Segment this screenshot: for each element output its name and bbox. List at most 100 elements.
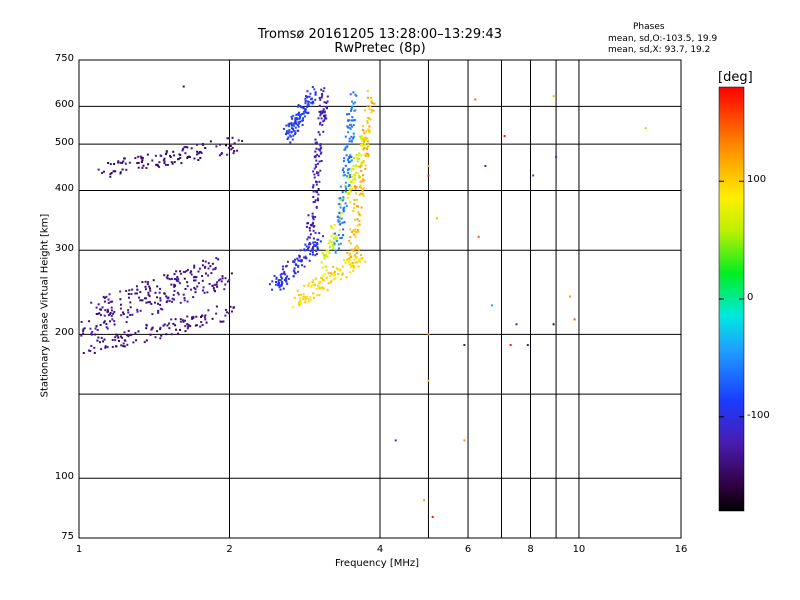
data-point bbox=[112, 313, 114, 315]
data-point bbox=[371, 99, 373, 101]
data-point bbox=[312, 101, 314, 103]
data-point bbox=[213, 287, 215, 289]
data-point bbox=[314, 177, 316, 179]
data-point bbox=[349, 259, 351, 261]
data-point bbox=[332, 244, 334, 246]
data-point bbox=[317, 163, 319, 165]
data-point bbox=[226, 154, 228, 156]
data-point bbox=[111, 172, 113, 174]
data-point bbox=[233, 307, 235, 309]
data-point bbox=[145, 327, 147, 329]
data-point bbox=[371, 102, 373, 104]
data-point bbox=[137, 162, 139, 164]
data-point bbox=[312, 247, 314, 249]
data-point bbox=[358, 158, 360, 160]
data-point bbox=[123, 343, 125, 345]
data-point bbox=[197, 159, 199, 161]
data-point bbox=[312, 86, 314, 88]
data-point bbox=[169, 278, 171, 280]
data-point bbox=[131, 314, 133, 316]
data-point bbox=[295, 114, 297, 116]
data-point bbox=[89, 328, 91, 330]
data-point bbox=[302, 117, 304, 119]
data-point bbox=[361, 144, 363, 146]
data-point bbox=[350, 181, 352, 183]
data-point bbox=[146, 339, 148, 341]
y-tick-label: 100 bbox=[46, 471, 74, 482]
data-point bbox=[321, 95, 323, 97]
data-point bbox=[185, 288, 187, 290]
data-point bbox=[342, 167, 344, 169]
data-point bbox=[164, 160, 166, 162]
data-point bbox=[348, 184, 350, 186]
data-point bbox=[361, 135, 363, 137]
data-point bbox=[185, 330, 187, 332]
data-point bbox=[316, 184, 318, 186]
data-point bbox=[362, 174, 364, 176]
data-point bbox=[350, 124, 352, 126]
data-point bbox=[295, 127, 297, 129]
data-point bbox=[109, 293, 111, 295]
data-point bbox=[353, 157, 355, 159]
data-point bbox=[90, 345, 92, 347]
data-point bbox=[214, 290, 216, 292]
data-point bbox=[351, 106, 353, 108]
data-point bbox=[363, 179, 365, 181]
data-point bbox=[310, 98, 312, 100]
data-point bbox=[342, 273, 344, 275]
data-point bbox=[173, 286, 175, 288]
data-point bbox=[436, 217, 438, 219]
data-point bbox=[322, 275, 324, 277]
data-point bbox=[184, 297, 186, 299]
data-point bbox=[345, 188, 347, 190]
data-point bbox=[315, 244, 317, 246]
data-point bbox=[100, 324, 102, 326]
data-point bbox=[228, 147, 230, 149]
data-point bbox=[304, 266, 306, 268]
data-point bbox=[102, 340, 104, 342]
data-point bbox=[173, 294, 175, 296]
data-point bbox=[344, 221, 346, 223]
data-point bbox=[315, 164, 317, 166]
data-point bbox=[295, 264, 297, 266]
data-point bbox=[365, 164, 367, 166]
data-point bbox=[343, 208, 345, 210]
data-point bbox=[358, 265, 360, 267]
data-point bbox=[309, 237, 311, 239]
data-point bbox=[295, 122, 297, 124]
data-point bbox=[313, 230, 315, 232]
data-point bbox=[165, 153, 167, 155]
data-point bbox=[207, 275, 209, 277]
data-point bbox=[292, 135, 294, 137]
data-point bbox=[156, 285, 158, 287]
data-point bbox=[234, 142, 236, 144]
data-point bbox=[212, 263, 214, 265]
data-point bbox=[504, 135, 506, 137]
data-point bbox=[348, 157, 350, 159]
data-point bbox=[287, 261, 289, 263]
data-point bbox=[319, 122, 321, 124]
data-point bbox=[312, 254, 314, 256]
data-point bbox=[333, 275, 335, 277]
data-point bbox=[364, 109, 366, 111]
data-point bbox=[349, 138, 351, 140]
data-point bbox=[204, 267, 206, 269]
data-point bbox=[300, 294, 302, 296]
data-point bbox=[120, 344, 122, 346]
data-point bbox=[156, 330, 158, 332]
data-point bbox=[296, 258, 298, 260]
data-point bbox=[104, 339, 106, 341]
data-point bbox=[288, 129, 290, 131]
data-point bbox=[180, 302, 182, 304]
data-point bbox=[186, 316, 188, 318]
data-point bbox=[156, 296, 158, 298]
data-point bbox=[104, 320, 106, 322]
data-point bbox=[228, 279, 230, 281]
data-point bbox=[303, 293, 305, 295]
data-point bbox=[149, 290, 151, 292]
y-axis-label: Stationary phase Virtual Height [km] bbox=[40, 206, 51, 406]
data-point bbox=[210, 140, 212, 142]
data-point bbox=[233, 150, 235, 152]
data-point bbox=[93, 347, 95, 349]
data-point bbox=[346, 252, 348, 254]
